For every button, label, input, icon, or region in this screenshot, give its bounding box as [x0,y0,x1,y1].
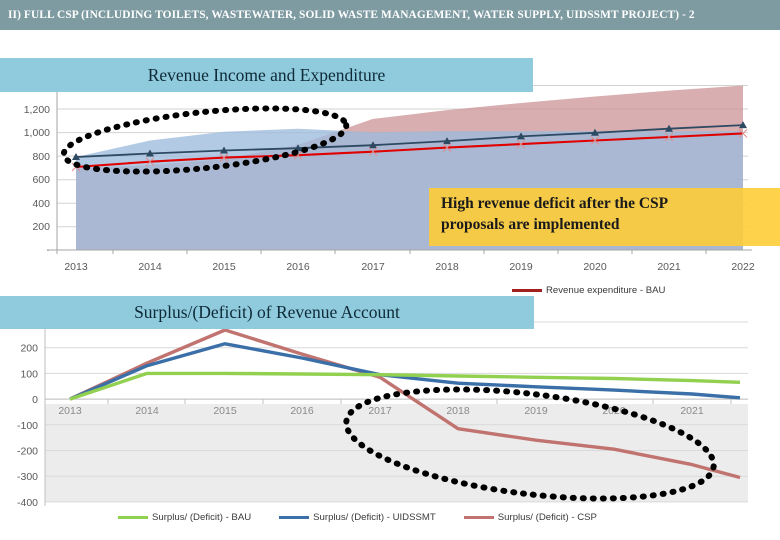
callout-line-1: High revenue deficit after the CSP [441,195,669,212]
revenue-chart-title-banner: Revenue Income and Expenditure [0,58,533,92]
x-tick: 2015 [213,405,237,417]
series-markers-revenue-income-bau [72,121,747,160]
revenue-chart-x-ticks [112,250,707,254]
x-tick: 2018 [435,261,459,273]
x-tick: 2016 [290,405,314,417]
series-line-revenue-income-bau [75,124,744,158]
series-line-surplus-bau [69,371,741,401]
x-tick: 2014 [138,261,162,273]
slide-header-title: II) FULL CSP (INCLUDING TOILETS, WASTEWA… [8,9,695,21]
legend-swatch-icon [512,289,542,292]
annotation-ellipse-top [60,105,350,175]
y-tick: 400 [32,198,50,210]
series-line-surplus-uidssmt [69,342,741,401]
y-tick: -100 [17,420,38,432]
x-tick: 2016 [286,261,310,273]
surplus-chart-canvas: 300 200 100 0 -100 -200 -300 -400 2013 2… [0,296,780,540]
x-tick: 2021 [657,261,681,273]
y-tick: 600 [32,174,50,186]
y-tick: -200 [17,446,38,458]
surplus-chart-title-banner: Surplus/(Deficit) of Revenue Account [0,296,534,329]
y-tick: 100 [20,368,38,380]
y-tick: 1,000 [24,127,50,139]
legend-item-surplus-csp: Surplus/ (Deficit) - CSP [463,512,597,523]
legend-swatch-icon [118,516,148,519]
x-tick: 2013 [58,405,82,417]
surplus-chart-title: Surplus/(Deficit) of Revenue Account [134,302,400,322]
surplus-deficit-chart: 300 200 100 0 -100 -200 -300 -400 2013 2… [0,296,780,540]
x-tick: 2019 [509,261,533,273]
legend-item-revenue-expenditure-bau: Revenue expenditure - BAU [512,285,665,296]
annotation-ellipse-bottom [343,386,717,502]
surplus-chart-x-ticks [107,399,732,404]
x-tick: 2018 [446,405,470,417]
series-markers-revenue-expenditure-bau [71,129,748,172]
y-tick: 1,200 [24,104,50,116]
y-tick: 200 [20,343,38,355]
x-tick: 2021 [680,405,704,417]
y-tick: 0 [32,394,38,406]
series-line-revenue-expenditure-bau [75,132,744,169]
legend-swatch-icon [279,516,310,519]
x-tick: 2013 [64,261,88,273]
callout-line-2: proposals are implemented [441,216,620,233]
x-tick: 2020 [583,261,607,273]
y-tick: 800 [32,151,50,163]
legend-item-surplus-bau: Surplus/ (Deficit) - BAU [118,512,251,523]
y-tick: -400 [17,497,38,509]
y-tick: - [47,244,51,256]
legend-label: Surplus/ (Deficit) - BAU [152,512,252,523]
legend-label: Revenue expenditure - BAU [546,285,666,296]
x-tick: 2015 [212,261,236,273]
x-tick: 2017 [368,405,392,417]
x-tick: 2019 [524,405,548,417]
y-tick: -300 [17,471,38,483]
x-tick: 2022 [731,261,755,273]
revenue-chart-title: Revenue Income and Expenditure [147,65,386,85]
callout-high-revenue-deficit: High revenue deficit after the CSP propo… [429,188,780,246]
legend-label: Surplus/ (Deficit) - CSP [497,512,597,523]
y-tick: 200 [32,221,50,233]
legend-swatch-icon [463,516,494,519]
legend-label: Surplus/ (Deficit) - UIDSSMT [313,512,436,523]
revenue-chart-x-tick-labels: 2013 2014 2015 2016 2017 2018 2019 2020 … [64,261,755,273]
series-line-surplus-csp [69,328,741,480]
x-tick: 2017 [361,261,385,273]
x-tick: 2014 [135,405,159,417]
surplus-chart-legend: Surplus/ (Deficit) - BAU Surplus/ (Defic… [118,512,625,523]
revenue-chart-legend: Revenue expenditure - BAU [512,285,693,296]
slide-header-bar [0,0,780,30]
legend-item-surplus-uidssmt: Surplus/ (Deficit) - UIDSSMT [279,512,436,523]
